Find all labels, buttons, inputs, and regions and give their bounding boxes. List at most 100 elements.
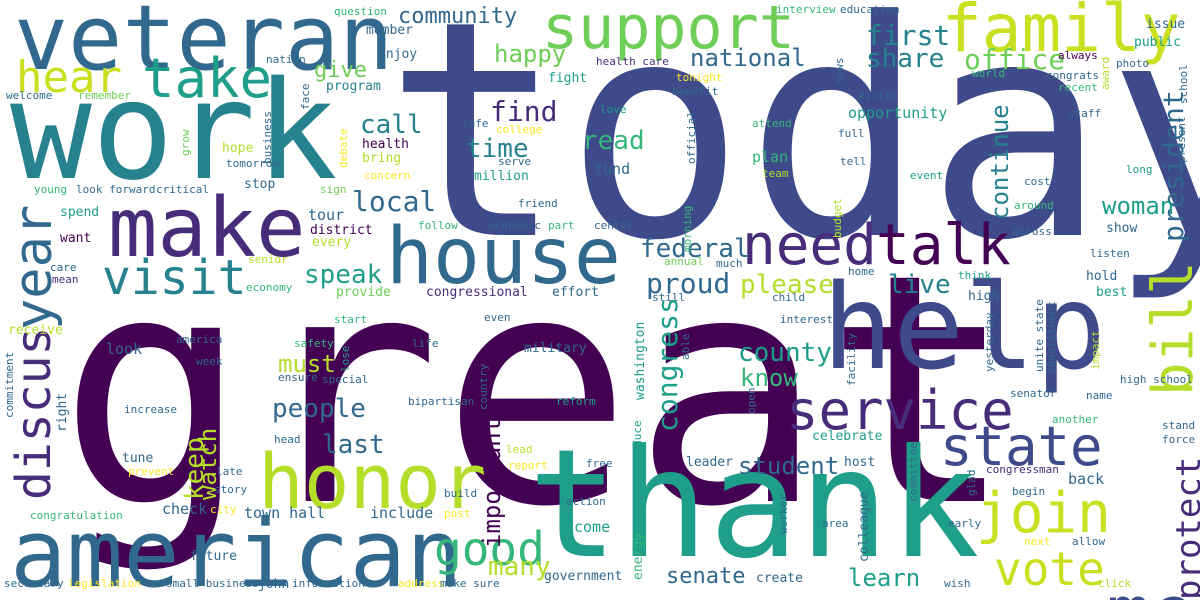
word: sign — [320, 183, 347, 196]
word: world — [972, 67, 1006, 80]
word: hope — [222, 141, 254, 156]
word: official — [685, 111, 698, 164]
word: protect — [1169, 456, 1200, 600]
word: remember — [78, 89, 131, 102]
word: america — [176, 333, 223, 346]
word: need — [742, 213, 877, 278]
word: able — [679, 333, 692, 361]
word: time — [466, 134, 529, 164]
word: john — [258, 577, 290, 592]
word: colleague — [857, 491, 872, 562]
word: work — [10, 53, 338, 211]
word: american — [10, 500, 463, 600]
word: education — [840, 3, 900, 16]
word: name — [1086, 389, 1113, 402]
word: represent — [1175, 116, 1188, 176]
word: take — [142, 47, 273, 110]
word: continue — [986, 104, 1014, 220]
word: economy — [246, 281, 293, 294]
word: happy — [494, 40, 567, 68]
word: business — [261, 111, 274, 164]
word: area — [822, 517, 849, 530]
word: tell — [840, 155, 867, 168]
word: click — [1098, 577, 1132, 590]
word: lead — [506, 443, 533, 456]
word: government — [544, 569, 623, 584]
word: love — [600, 103, 627, 116]
word: post — [444, 507, 471, 520]
word: great — [58, 206, 1016, 576]
word: young — [34, 183, 68, 196]
word: constituent — [1045, 301, 1058, 374]
word: plan — [752, 148, 789, 166]
word: congressman — [986, 463, 1059, 476]
word: million — [474, 169, 529, 184]
word: vote — [994, 542, 1105, 596]
word: discus — [6, 326, 62, 500]
word: small business — [166, 577, 259, 590]
word: part — [548, 219, 575, 232]
word: check — [162, 500, 208, 518]
word: next — [1024, 535, 1051, 548]
word: photo — [1116, 57, 1150, 70]
word: unite state — [1033, 299, 1046, 372]
word: include — [370, 504, 434, 522]
word: child — [772, 291, 806, 304]
word: force — [1162, 433, 1196, 446]
word: woman — [1102, 192, 1175, 220]
word: still — [652, 291, 686, 304]
word: important — [478, 417, 506, 548]
word: around — [1014, 199, 1054, 212]
word: celebrate — [812, 429, 883, 444]
word: senator — [1010, 387, 1057, 400]
word: office — [964, 43, 1066, 76]
word: washington — [633, 321, 648, 400]
word: last — [322, 430, 385, 460]
word: face — [299, 83, 312, 111]
word: school — [1177, 64, 1190, 104]
word: benefit — [672, 85, 719, 98]
word: hear — [16, 52, 122, 103]
word: military — [524, 341, 587, 356]
word: thank — [528, 418, 980, 592]
word: address — [398, 577, 445, 590]
word: member — [366, 23, 413, 38]
word: award — [1099, 56, 1112, 90]
word: look — [106, 340, 143, 358]
word: welcome — [6, 89, 53, 102]
word: provide — [336, 285, 391, 300]
word: tour — [308, 206, 345, 224]
word: many — [488, 552, 551, 582]
word: story — [214, 483, 248, 496]
word: wish — [944, 577, 971, 590]
word: budget — [831, 198, 844, 238]
word: live — [888, 270, 951, 300]
word: congrats — [1046, 69, 1099, 82]
word: senate — [666, 564, 746, 589]
word: excite — [858, 89, 898, 102]
word: committee — [907, 442, 920, 502]
word: please — [740, 270, 834, 300]
word: talk — [876, 213, 1011, 278]
word: fight — [548, 71, 588, 86]
word: tonight — [676, 71, 723, 84]
word: find — [490, 95, 558, 128]
word: economic — [488, 219, 541, 232]
word: service — [786, 379, 1014, 442]
word: honor — [258, 437, 487, 526]
word: senior — [248, 253, 288, 266]
word: facility — [845, 333, 858, 386]
word: local — [352, 185, 437, 218]
word: tomorrow — [226, 157, 279, 170]
word: introduce — [631, 420, 644, 480]
word: long — [1126, 163, 1153, 176]
word: visit — [102, 250, 247, 306]
word: enjoy — [378, 47, 418, 62]
word: think — [958, 269, 992, 282]
word: full — [838, 127, 865, 140]
word: special — [322, 373, 369, 386]
word: annual — [664, 255, 704, 268]
word: question — [334, 5, 387, 18]
word: read — [582, 126, 645, 156]
